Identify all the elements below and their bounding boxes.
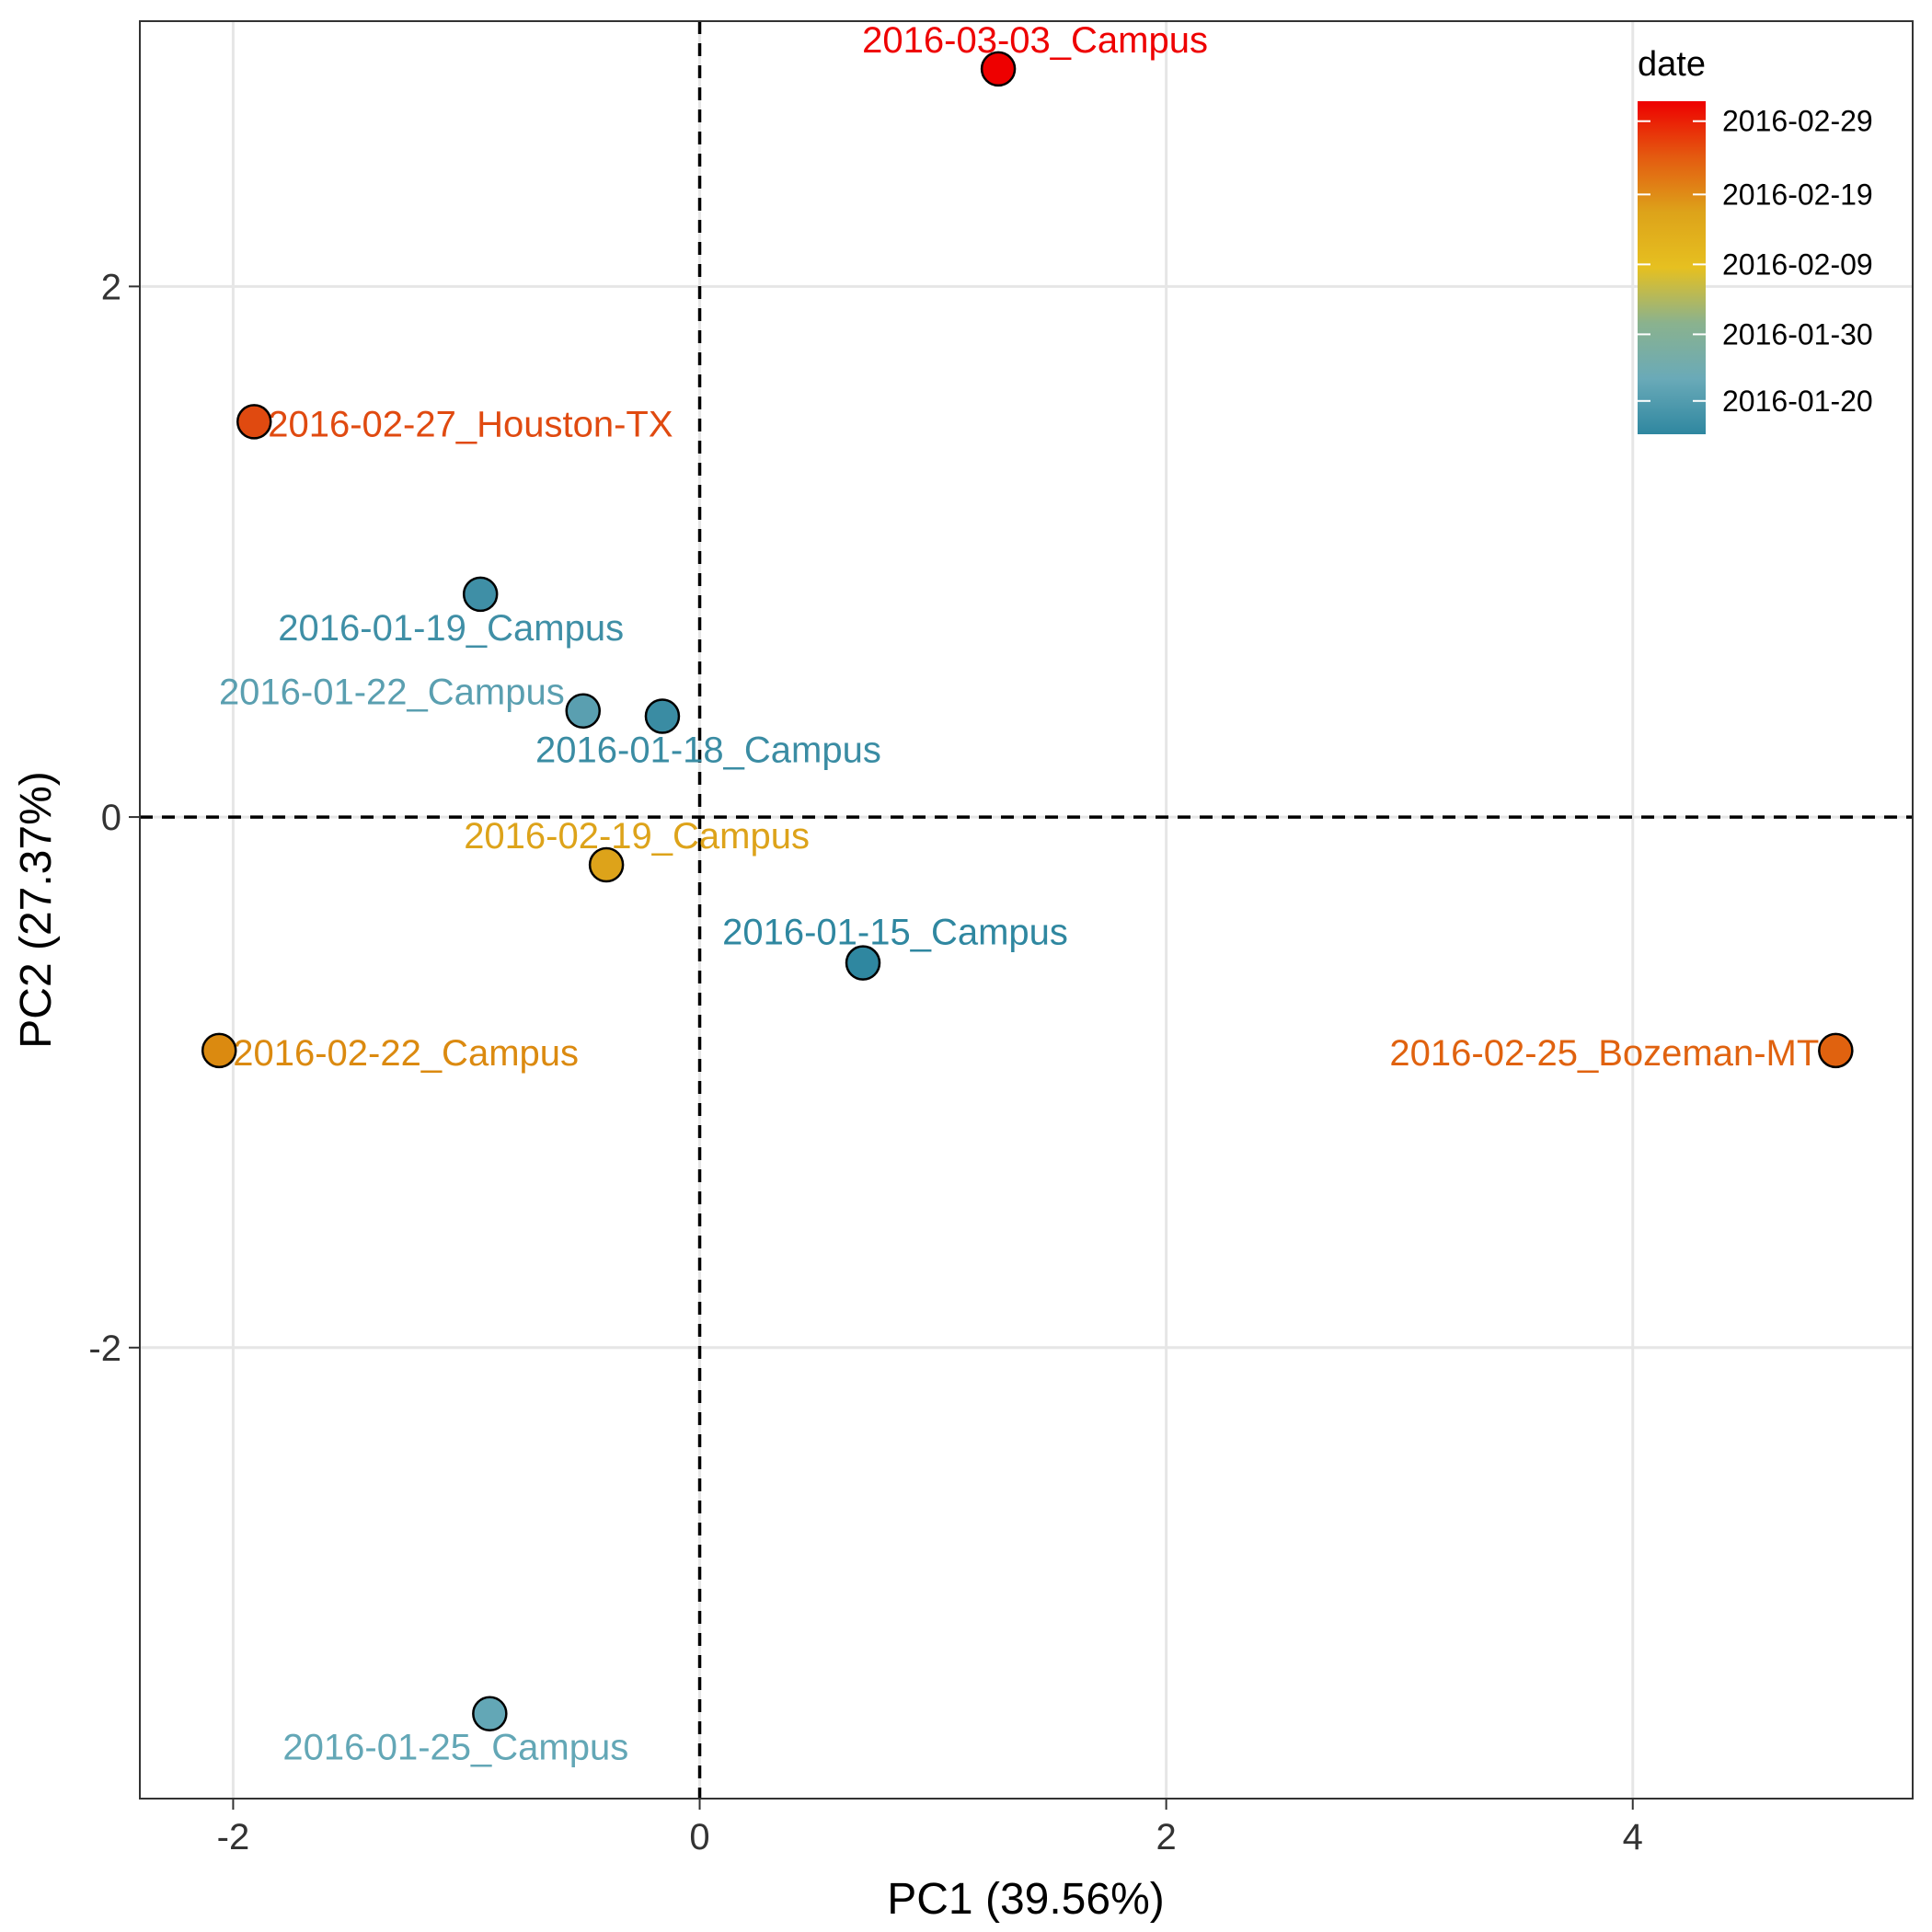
reference-lines bbox=[140, 21, 1913, 1799]
color-legend: date 2016-02-29 2016-02-19 2016-02-09 2016-… bbox=[1638, 45, 1873, 434]
point-label: 2016-01-25_Campus bbox=[282, 1728, 628, 1768]
point-label: 2016-02-27_Houston-TX bbox=[268, 404, 673, 444]
point-label: 2016-02-22_Campus bbox=[233, 1033, 579, 1074]
point-labels: 2016-03-03_Campus 2016-02-27_Houston-TX 20… bbox=[219, 20, 1819, 1768]
data-point bbox=[1818, 1032, 1854, 1069]
data-point bbox=[201, 1032, 237, 1069]
data-point bbox=[236, 404, 272, 440]
legend-label: 2016-02-19 bbox=[1722, 178, 1873, 211]
y-tick-label: 2 bbox=[101, 267, 121, 307]
legend-label: 2016-02-29 bbox=[1722, 105, 1873, 138]
data-point bbox=[980, 51, 1017, 87]
point-label: 2016-02-25_Bozeman-MT bbox=[1389, 1033, 1819, 1074]
axes: -2 0 2 4 -2 0 2 bbox=[88, 267, 1642, 1857]
legend-label: 2016-01-30 bbox=[1722, 317, 1873, 351]
data-point bbox=[845, 945, 881, 981]
data-point bbox=[565, 693, 601, 729]
legend-label: 2016-01-20 bbox=[1722, 385, 1873, 418]
legend-title: date bbox=[1638, 45, 1706, 84]
legend-label: 2016-02-09 bbox=[1722, 247, 1873, 281]
point-label: 2016-01-15_Campus bbox=[722, 913, 1068, 953]
plot-panel-border bbox=[139, 20, 1914, 1800]
x-tick-label: 4 bbox=[1623, 1817, 1643, 1857]
x-axis-title: PC1 (39.56%) bbox=[887, 1875, 1164, 1924]
y-tick-label: 0 bbox=[101, 798, 121, 838]
x-tick-label: 0 bbox=[689, 1817, 709, 1857]
point-label: 2016-01-18_Campus bbox=[535, 730, 881, 770]
point-label: 2016-02-19_Campus bbox=[464, 816, 810, 857]
y-axis-title: PC2 (27.37%) bbox=[12, 771, 61, 1048]
point-label: 2016-01-19_Campus bbox=[278, 608, 624, 649]
y-tick-label: -2 bbox=[88, 1328, 121, 1369]
data-point bbox=[472, 1696, 508, 1731]
data-point bbox=[644, 698, 681, 734]
data-point bbox=[462, 576, 499, 613]
plot-background bbox=[140, 21, 1913, 1799]
legend-colorbar bbox=[1638, 101, 1706, 434]
data-points bbox=[201, 51, 1854, 1731]
point-label: 2016-01-22_Campus bbox=[219, 673, 565, 713]
data-point bbox=[588, 846, 625, 883]
point-label: 2016-03-03_Campus bbox=[862, 20, 1208, 61]
x-tick-label: -2 bbox=[217, 1817, 250, 1857]
x-tick-label: 2 bbox=[1156, 1817, 1177, 1857]
